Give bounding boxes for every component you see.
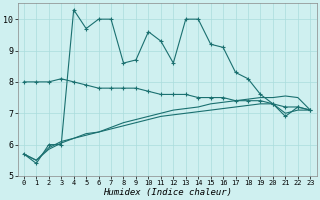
X-axis label: Humidex (Indice chaleur): Humidex (Indice chaleur) bbox=[103, 188, 232, 197]
